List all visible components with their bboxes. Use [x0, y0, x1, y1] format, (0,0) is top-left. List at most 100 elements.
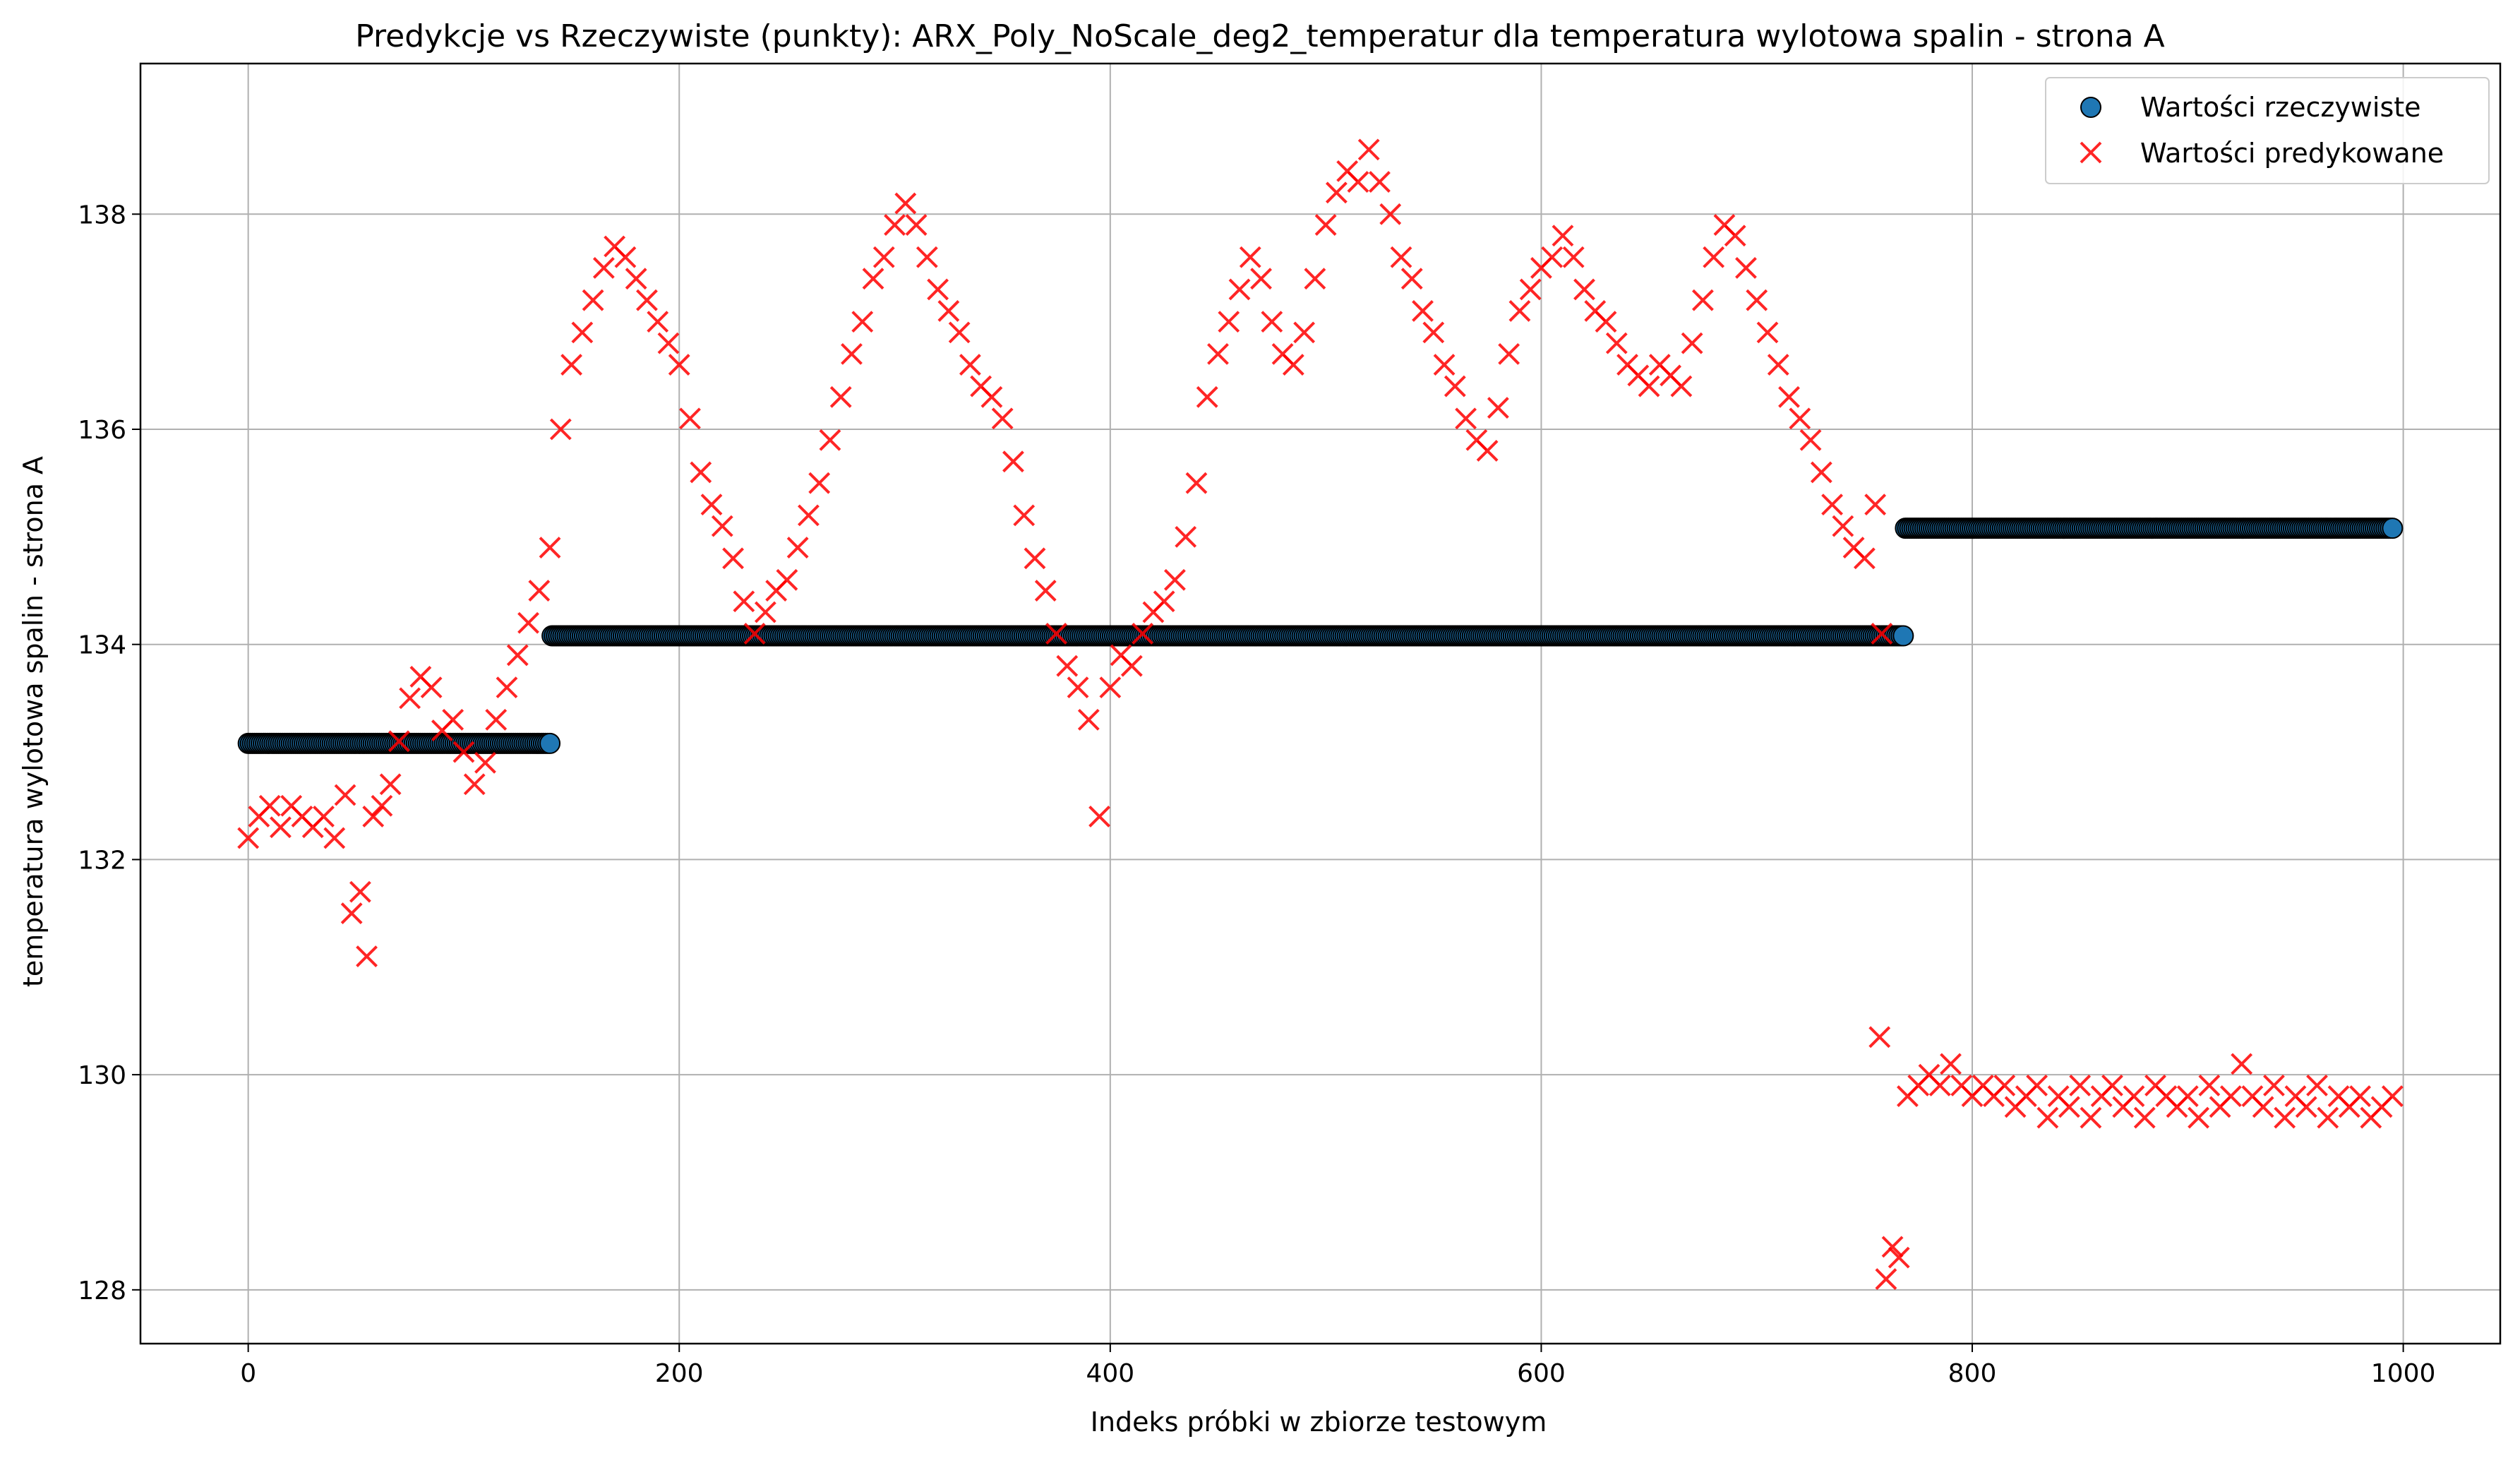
predicted-point-stroke	[517, 611, 539, 634]
predicted-point-stroke	[592, 257, 615, 279]
predicted-point	[1735, 257, 1757, 279]
predicted-point-stroke	[2381, 1085, 2404, 1108]
predicted-point-stroke	[1519, 278, 1542, 301]
predicted-point-stroke	[1993, 1074, 2016, 1097]
predicted-point-stroke	[1573, 278, 1595, 301]
predicted-point-stroke	[1724, 225, 1746, 247]
predicted-point-stroke	[1357, 138, 1380, 161]
predicted-point	[1498, 342, 1520, 365]
predicted-point	[549, 418, 572, 441]
predicted-point-stroke	[2176, 1085, 2199, 1108]
predicted-point	[340, 902, 363, 925]
predicted-point	[1218, 311, 1240, 333]
predicted-point-stroke	[1871, 623, 1893, 645]
actual-point	[539, 732, 561, 754]
predicted-point-stroke	[1810, 461, 1832, 484]
predicted-point-stroke	[1422, 321, 1445, 344]
predicted-point	[313, 806, 335, 827]
y-tick-label: 136	[78, 416, 126, 445]
predicted-point	[1928, 1074, 1951, 1097]
predicted-point-stroke	[1868, 1026, 1891, 1048]
predicted-point	[2219, 1085, 2242, 1108]
predicted-point-stroke	[1648, 354, 1671, 376]
predicted-point	[1993, 1074, 2016, 1097]
predicted-point-stroke	[1756, 321, 1779, 344]
predicted-point-stroke	[1508, 299, 1531, 322]
predicted-point	[786, 537, 809, 559]
predicted-point-stroke	[884, 214, 906, 236]
predicted-point-stroke	[1132, 623, 1154, 645]
predicted-point-stroke	[1660, 364, 1682, 387]
predicted-point	[851, 311, 874, 333]
predicted-point-stroke	[349, 880, 371, 903]
predicted-point	[1573, 278, 1595, 301]
predicted-point-stroke	[2349, 1085, 2371, 1108]
predicted-point	[2069, 1074, 2092, 1097]
predicted-point-stroke	[549, 418, 572, 441]
predicted-point	[560, 354, 583, 376]
predicted-point	[916, 246, 938, 268]
predicted-point-stroke	[539, 537, 561, 559]
predicted-point-stroke	[862, 268, 884, 290]
predicted-point-stroke	[1153, 590, 1175, 613]
predicted-point	[1875, 1268, 1897, 1291]
predicted-point-stroke	[1228, 278, 1251, 301]
predicted-point	[334, 784, 356, 806]
predicted-point	[379, 773, 402, 796]
predicted-point	[754, 601, 776, 623]
predicted-point	[496, 676, 518, 699]
predicted-point-stroke	[571, 321, 594, 344]
predicted-point	[1412, 299, 1434, 322]
legend-box	[2045, 77, 2490, 184]
predicted-point	[980, 386, 1003, 408]
predicted-point	[1940, 1053, 1962, 1075]
predicted-point	[1638, 375, 1660, 398]
predicted-point-stroke	[679, 407, 701, 430]
predicted-point-stroke	[258, 794, 281, 817]
plot-frame	[139, 62, 2502, 1345]
predicted-point-stroke	[1789, 407, 1811, 430]
predicted-point-stroke	[1120, 655, 1143, 677]
predicted-point-stroke	[1433, 354, 1456, 376]
predicted-point	[862, 268, 884, 290]
predicted-point-stroke	[474, 751, 496, 774]
predicted-point	[371, 794, 393, 817]
predicted-point-stroke	[776, 568, 798, 591]
predicted-point	[442, 708, 464, 731]
predicted-point	[711, 515, 733, 537]
predicted-point	[1444, 375, 1466, 398]
predicted-point	[1132, 623, 1154, 645]
predicted-point	[1832, 515, 1854, 537]
predicted-point	[2058, 1096, 2080, 1118]
predicted-point-stroke	[948, 321, 971, 344]
predicted-point	[959, 354, 981, 376]
predicted-point	[2176, 1085, 2199, 1108]
chart-title: Predykcje vs Rzeczywiste (punkty): ARX_P…	[355, 18, 2164, 54]
predicted-point-stroke	[1562, 246, 1585, 268]
predicted-point-stroke	[1314, 214, 1337, 236]
predicted-point-stroke	[340, 902, 363, 925]
legend-actual-label: Wartości rzeczywiste	[2140, 92, 2421, 123]
predicted-point-stroke	[2219, 1085, 2242, 1108]
predicted-point-stroke	[1638, 375, 1660, 398]
predicted-point-stroke	[1390, 246, 1412, 268]
predicted-point	[528, 580, 551, 602]
predicted-point	[884, 214, 906, 236]
predicted-point-stroke	[1821, 494, 1843, 516]
predicted-point	[1422, 321, 1445, 344]
predicted-point-stroke	[1888, 1246, 1910, 1269]
predicted-point-stroke	[1778, 386, 1800, 408]
predicted-point-stroke	[1799, 429, 1822, 451]
predicted-point	[1541, 246, 1564, 268]
predicted-point	[592, 257, 615, 279]
predicted-point	[506, 644, 529, 667]
predicted-point-stroke	[1175, 525, 1197, 548]
predicted-point	[657, 332, 680, 354]
predicted-point	[776, 568, 798, 591]
predicted-point	[1239, 246, 1261, 268]
predicted-point-stroke	[2306, 1074, 2328, 1097]
predicted-point	[2123, 1085, 2145, 1108]
predicted-point	[2036, 1106, 2059, 1129]
predicted-point-stroke	[1412, 299, 1434, 322]
